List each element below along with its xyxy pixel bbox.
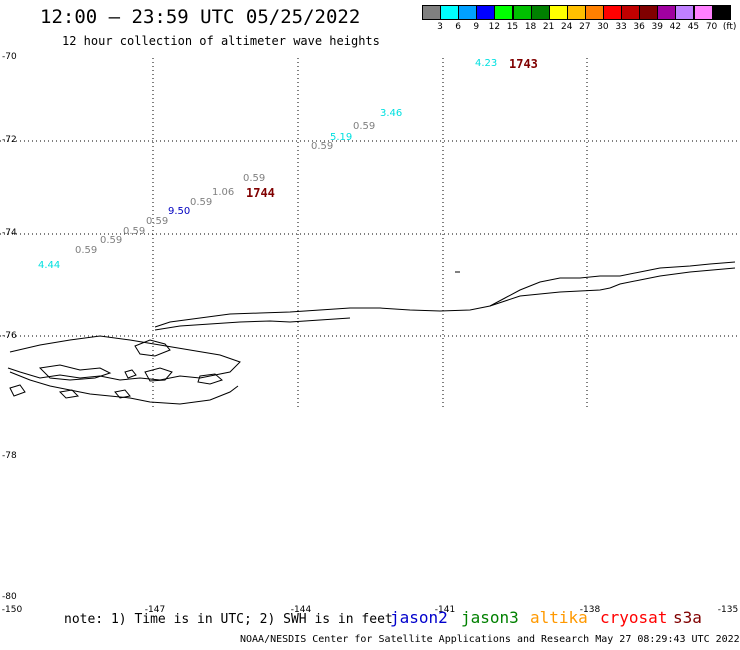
wave-height-value: 5.19 [330, 132, 353, 143]
legend-swatch [548, 5, 568, 20]
wave-height-value: 0.59 [123, 226, 146, 237]
pass-time-label: 1744 [246, 186, 275, 200]
legend-swatch [512, 5, 532, 20]
legend-swatch [621, 5, 641, 20]
legend-label: 27 [579, 22, 591, 32]
legend-swatch [584, 5, 604, 20]
coastline [7, 261, 736, 405]
units-note: note: 1) Time is in UTC; 2) SWH is in fe… [64, 612, 393, 627]
legend-swatch [711, 5, 731, 20]
wave-height-value: 3.46 [380, 108, 403, 119]
satellite-jason2: jason2 [390, 608, 448, 627]
legend-label: 33 [615, 22, 627, 32]
legend-swatch [494, 5, 514, 20]
wave-height-value: 0.59 [311, 141, 334, 152]
legend-swatch [458, 5, 478, 20]
lat-label: -78 [2, 451, 17, 461]
legend-label: 12 [488, 22, 501, 32]
legend-label: 45 [687, 22, 700, 32]
wave-height-value: 0.59 [146, 216, 169, 227]
legend-label: 36 [633, 22, 645, 32]
legend-label: (ft) [722, 22, 737, 32]
lat-label: -72 [2, 135, 17, 145]
legend-swatch [440, 5, 460, 20]
lon-label: -150 [1, 605, 23, 615]
legend-swatch [675, 5, 695, 20]
lat-label: -80 [2, 592, 17, 602]
lat-label: -74 [2, 228, 17, 238]
legend-label: 21 [542, 22, 555, 32]
legend-label: 70 [705, 22, 718, 32]
legend-label: 3 [437, 22, 443, 32]
wave-height-value: 0.59 [100, 235, 123, 246]
pass-time-label: 1743 [509, 57, 538, 71]
legend-swatch [566, 5, 586, 20]
legend-swatch [603, 5, 623, 20]
chart-title: 12:00 – 23:59 UTC 05/25/2022 [40, 6, 361, 28]
lon-label: -135 [717, 605, 739, 615]
legend-swatch [476, 5, 496, 20]
lon-label: -147 [144, 605, 166, 615]
legend-label: 30 [597, 22, 609, 32]
satellite-altika: altika [530, 608, 588, 627]
satellite-s3a: s3a [673, 608, 702, 627]
wave-height-value: 0.59 [190, 197, 213, 208]
chart-subtitle: 12 hour collection of altimeter wave hei… [62, 34, 380, 48]
wave-height-value: 4.23 [475, 58, 498, 69]
legend-swatch [693, 5, 713, 20]
legend-swatch [639, 5, 659, 20]
lat-label: -70 [2, 52, 17, 62]
legend-label: 24 [561, 22, 573, 32]
graticule [0, 58, 740, 407]
lon-label: -144 [290, 605, 312, 615]
wave-height-value: 0.59 [243, 173, 266, 184]
legend-label: 6 [455, 22, 462, 32]
legend-label: 42 [669, 22, 682, 32]
lon-label: -141 [434, 605, 456, 615]
lon-label: -138 [579, 605, 601, 615]
legend-swatch [530, 5, 550, 20]
credit-line: NOAA/NESDIS Center for Satellite Applica… [240, 634, 740, 645]
legend-label: 15 [506, 22, 519, 32]
wave-height-value: 1.06 [212, 187, 235, 198]
wave-height-value: 9.50 [168, 206, 191, 217]
satellite-jason3: jason3 [461, 608, 519, 627]
wave-height-value: 0.59 [75, 245, 98, 256]
legend-label: 18 [524, 22, 537, 32]
wave-height-value: 4.44 [38, 260, 61, 271]
legend-label: 39 [651, 22, 663, 32]
legend-swatch [422, 5, 442, 20]
legend-label: 9 [473, 22, 480, 32]
satellite-cryosat: cryosat [600, 608, 668, 627]
wave-height-value: 0.59 [353, 121, 376, 132]
legend-swatch [657, 5, 677, 20]
lat-label: -76 [2, 331, 17, 341]
